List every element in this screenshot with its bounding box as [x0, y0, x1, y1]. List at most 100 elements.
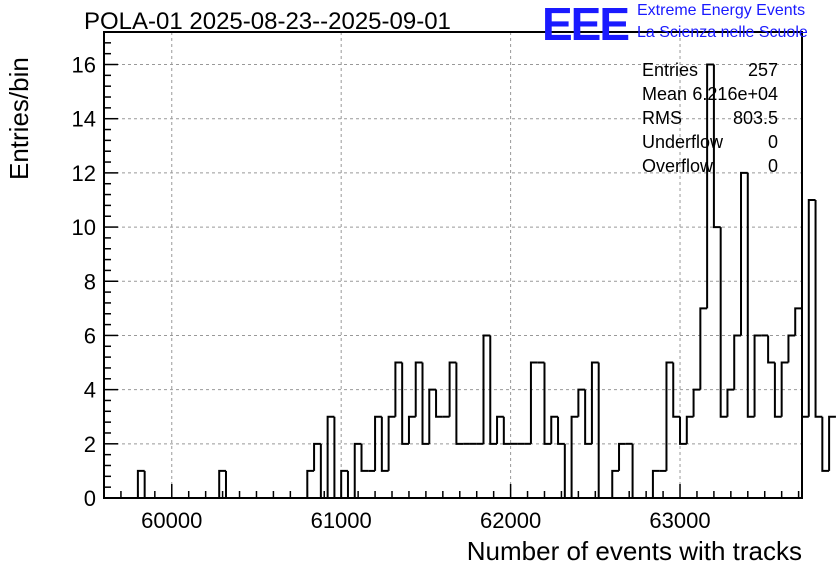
stat-value: 0 [767, 132, 778, 152]
y-tick-label: 2 [84, 432, 96, 457]
histogram-bin [428, 388, 437, 444]
histogram-bin [584, 389, 592, 445]
stat-row-entries: Entries 257 [640, 58, 780, 82]
histogram-bin [543, 362, 552, 445]
histogram-bin [651, 469, 660, 498]
histogram-bin [814, 199, 823, 418]
histogram-bin [746, 172, 755, 418]
logo-line-1: Extreme Energy Events [637, 2, 806, 19]
histogram-bin [502, 416, 511, 445]
histogram-bin [387, 415, 396, 471]
y-tick-label: 6 [84, 323, 96, 348]
histogram-bin [577, 388, 586, 417]
histogram-bin [753, 334, 762, 417]
stat-value: 803.5 [732, 108, 778, 128]
histogram-bin [740, 171, 748, 336]
histogram-bin [489, 335, 498, 445]
histogram-bin [719, 227, 728, 418]
histogram-bin [346, 470, 355, 499]
histogram-bin [529, 361, 538, 444]
histogram-bin [685, 415, 694, 444]
histogram-bin [394, 361, 403, 417]
x-tick-label: 61000 [311, 508, 372, 533]
y-tick-label: 8 [84, 269, 96, 294]
histogram-bin [550, 415, 559, 444]
stat-label: Underflow [642, 132, 724, 152]
histogram-bin [421, 362, 430, 445]
histogram-bin [590, 361, 599, 444]
eee-logo: EEE [542, 0, 630, 50]
histogram-bin [360, 443, 369, 472]
histogram-bin [672, 362, 681, 418]
y-tick-label: 12 [72, 161, 96, 186]
stat-value: 257 [747, 60, 778, 80]
histogram-bin [773, 362, 782, 418]
y-tick-label: 10 [72, 215, 96, 240]
stat-row-rms: RMS 803.5 [640, 106, 780, 130]
histogram-bin [692, 388, 701, 417]
histogram-bin [611, 469, 620, 498]
tick-labels: 60000 61000 62000 63000 0 2 4 6 8 10 12 14 16 [72, 53, 711, 533]
histogram-bin [570, 415, 579, 498]
histogram-bin [563, 443, 572, 499]
histogram-bin [821, 416, 830, 472]
histogram-bin [496, 415, 504, 444]
histogram-bin [631, 443, 640, 499]
histogram-bin [414, 361, 423, 417]
histogram-bin [597, 362, 606, 499]
y-tick-label: 0 [84, 486, 96, 511]
histogram-bin [143, 470, 152, 499]
stat-value: 6.216e+04 [692, 84, 778, 104]
y-tick-label: 16 [72, 53, 96, 78]
histogram-bin [726, 388, 735, 417]
y-tick-label: 14 [72, 107, 96, 132]
histogram-bin [455, 362, 464, 445]
histogram-bin [435, 389, 443, 418]
histogram-bin [319, 443, 328, 499]
histogram-bin [136, 469, 145, 498]
stats-box: Entries 257 Mean 6.216e+04 RMS 803.5 Und… [640, 58, 780, 178]
histogram-bin [448, 361, 457, 417]
histogram-bin [401, 362, 409, 445]
stat-row-mean: Mean 6.216e+04 [640, 82, 780, 106]
histogram-bin [733, 334, 742, 390]
histogram-bin [333, 416, 342, 499]
histogram-bin [306, 469, 315, 498]
x-axis-label: Number of events with tracks [466, 536, 802, 566]
histogram-bin [679, 416, 687, 445]
x-tick-label: 60000 [141, 508, 202, 533]
histogram-bin [557, 416, 565, 445]
histogram-bin [767, 335, 775, 364]
histogram-bin [313, 442, 321, 471]
x-tick-label: 63000 [649, 508, 710, 533]
histogram-bin [699, 307, 708, 390]
plot-frame [103, 31, 803, 499]
stat-label: Mean [642, 84, 688, 104]
histogram-bin [794, 307, 802, 336]
stat-value: 0 [767, 156, 778, 176]
stat-label: Entries [642, 60, 699, 80]
grid-lines [104, 32, 802, 498]
stat-label: RMS [642, 108, 682, 128]
chart-title: POLA-01 2025-08-23--2025-09-01 [84, 8, 451, 35]
histogram-bin [665, 361, 674, 471]
histogram-bin [380, 416, 389, 472]
histogram-bin [787, 334, 796, 363]
histogram-bin [618, 442, 626, 471]
histogram-bin [224, 470, 233, 499]
histogram-bin [340, 469, 348, 498]
histogram-bin [706, 63, 714, 309]
stat-row-overflow: Overflow 0 [640, 154, 780, 178]
histogram-bin [218, 469, 226, 498]
x-tick-label: 62000 [480, 508, 541, 533]
histogram-bin [407, 415, 416, 444]
histogram-bin [712, 64, 721, 229]
y-tick-label: 4 [84, 378, 96, 403]
histogram-bin [482, 334, 491, 444]
histogram-bin [374, 415, 382, 471]
histogram-bin [326, 415, 335, 498]
stat-label: Overflow [642, 156, 714, 176]
logo-line-2: La Scienza nelle Scuole [637, 24, 808, 41]
histogram-bin [807, 198, 816, 417]
